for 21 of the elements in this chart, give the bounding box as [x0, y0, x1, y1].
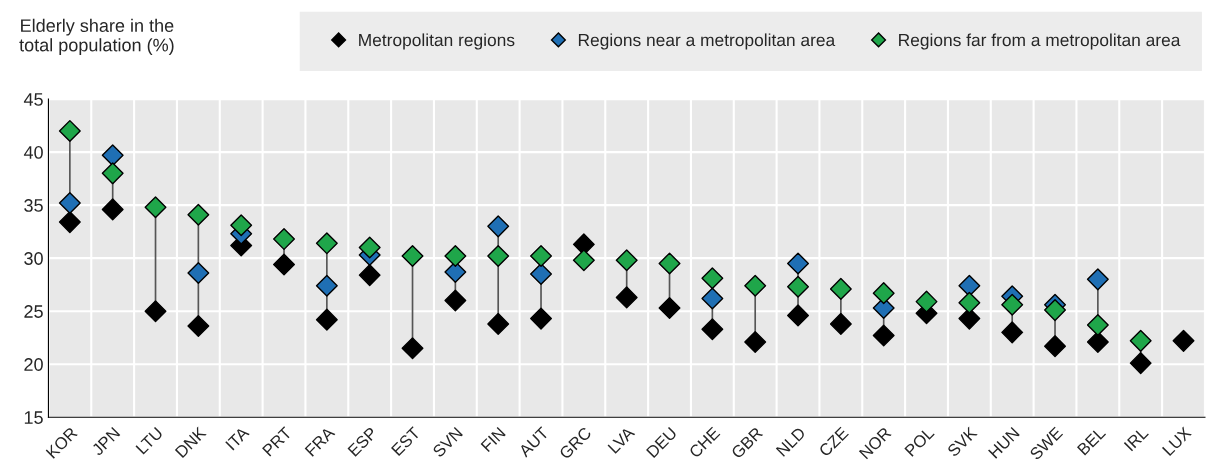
x-tick-label: BEL — [1076, 426, 1107, 456]
y-tick-label: 30 — [24, 252, 43, 265]
x-tick-label: FIN — [480, 426, 506, 453]
legend-label: Metropolitan regions — [359, 33, 515, 50]
y-axis-title: Elderly share in the total population (%) — [19, 18, 174, 56]
x-tick-label: CZE — [818, 426, 850, 458]
y-tick-label: 40 — [23, 146, 43, 159]
y-tick-label: 45 — [23, 93, 43, 106]
x-tick-label: JPN — [91, 426, 121, 457]
x-tick-label: LVA — [607, 425, 636, 454]
y-tick-label: 15 — [24, 411, 43, 424]
y-tick-label: 20 — [24, 358, 43, 371]
x-tick-label: LTU — [135, 426, 164, 455]
x-tick-label: IRL — [1123, 426, 1149, 452]
x-tick-label: ITA — [225, 425, 250, 451]
x-tick-label: FRA — [304, 425, 336, 457]
x-tick-label: POL — [904, 426, 935, 457]
legend-label: Regions near a metropolitan area — [578, 33, 836, 50]
legend-label: Regions far from a metropolitan area — [899, 33, 1181, 50]
y-tick-label: 25 — [24, 305, 43, 318]
y-tick-label: 35 — [24, 199, 43, 212]
